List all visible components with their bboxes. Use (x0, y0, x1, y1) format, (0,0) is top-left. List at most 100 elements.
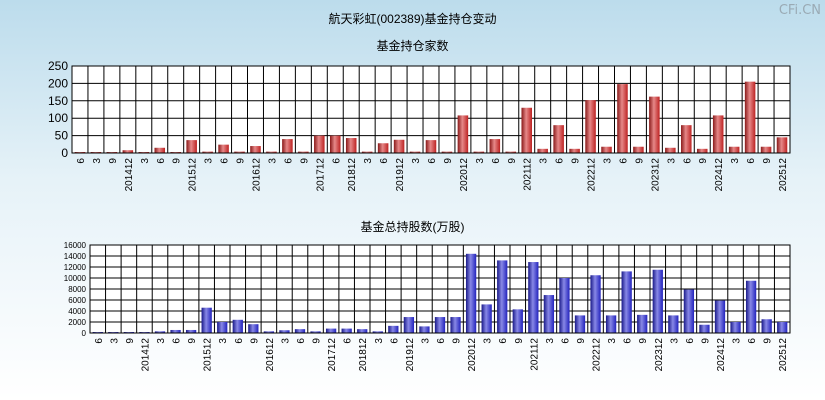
x-tick-label: 3 (218, 338, 229, 344)
x-tick-label: 9 (187, 338, 198, 344)
bar (409, 151, 421, 153)
bar (699, 324, 710, 333)
bar (528, 262, 539, 333)
x-tick-label: 202112 (523, 158, 534, 191)
bar (457, 115, 469, 153)
x-tick-label: 3 (109, 338, 120, 344)
bar (248, 324, 259, 333)
x-tick-label: 6 (331, 158, 342, 164)
plot-border (89, 244, 791, 334)
x-tick-label: 3 (374, 338, 385, 344)
x-tick-label: 3 (607, 338, 618, 344)
bar (745, 280, 757, 333)
x-tick-label: 6 (682, 158, 693, 164)
bar (543, 295, 555, 333)
x-tick-label: 201812 (347, 158, 358, 192)
bar (170, 329, 181, 333)
bar (310, 331, 321, 333)
x-tick-label: 9 (762, 158, 773, 164)
bar (569, 148, 580, 153)
y-tick-label: 50 (55, 129, 69, 143)
x-tick-label: 9 (576, 338, 587, 344)
y-tick-label: 100 (48, 111, 68, 125)
x-tick-label: 202212 (587, 158, 598, 192)
x-tick-label: 9 (514, 338, 525, 344)
x-tick-label: 3 (156, 338, 167, 344)
y-tick-label: 0 (61, 146, 68, 160)
y-tick-label: 6000 (68, 296, 86, 305)
bar (668, 315, 679, 333)
x-tick-label: 202212 (592, 338, 603, 372)
plot-border (71, 65, 791, 154)
x-tick-label: 3 (475, 158, 486, 164)
x-tick-label: 6 (296, 338, 307, 344)
bar (419, 326, 430, 333)
x-tick-label: 201512 (203, 338, 214, 372)
x-tick-label: 3 (280, 338, 291, 344)
bar (497, 260, 508, 333)
bar (434, 317, 446, 333)
x-tick-label: 9 (108, 158, 119, 164)
x-tick-label: 9 (571, 158, 582, 164)
bar (122, 150, 134, 153)
x-tick-label: 9 (634, 158, 645, 164)
bar (294, 329, 306, 333)
x-tick-label: 3 (204, 158, 215, 164)
x-tick-label: 6 (427, 158, 438, 164)
x-tick-label: 6 (172, 338, 183, 344)
x-tick-label: 3 (669, 338, 680, 344)
bar (637, 314, 648, 333)
bar (372, 331, 383, 333)
bar (777, 322, 788, 333)
bar (521, 107, 532, 153)
bar (377, 143, 389, 153)
bar (585, 100, 596, 153)
bar (425, 140, 437, 153)
plot-area (72, 66, 790, 153)
bar (279, 330, 290, 333)
bar (250, 146, 261, 153)
x-tick-label: 202312 (654, 338, 665, 372)
x-tick-label: 3 (483, 338, 494, 344)
x-tick-label: 6 (623, 338, 634, 344)
chart1-title: 基金持仓家数 (376, 39, 449, 53)
bar (232, 319, 243, 333)
bar (450, 317, 461, 333)
bar (154, 147, 166, 153)
x-tick-label: 201912 (405, 338, 416, 372)
bar (361, 151, 373, 153)
bar (234, 151, 245, 153)
bar (683, 289, 695, 333)
x-tick-label: 9 (172, 158, 183, 164)
x-tick-label: 201612 (265, 338, 276, 372)
x-tick-label: 6 (94, 338, 105, 344)
bar (590, 275, 601, 333)
y-tick-label: 4000 (68, 307, 86, 316)
x-tick-label: 9 (443, 158, 454, 164)
x-tick-label: 3 (411, 158, 422, 164)
bar (217, 322, 228, 333)
bar (325, 328, 337, 333)
x-tick-label: 201912 (395, 158, 406, 192)
x-tick-label: 3 (140, 158, 151, 164)
bar (665, 147, 676, 153)
x-tick-label: 6 (555, 158, 566, 164)
main-title: 航天彩虹(002389)基金持仓变动 (328, 12, 497, 26)
bar (403, 317, 415, 333)
x-tick-label: 202312 (650, 158, 661, 192)
x-tick-label: 9 (700, 338, 711, 344)
x-tick-label: 202012 (459, 158, 470, 192)
bar (341, 328, 352, 333)
bar (314, 135, 325, 153)
bar (714, 300, 726, 333)
x-tick-label: 9 (638, 338, 649, 344)
y-tick-label: 2000 (68, 318, 86, 327)
bar (553, 125, 564, 153)
x-tick-label: 3 (363, 158, 374, 164)
x-tick-label: 9 (763, 338, 774, 344)
x-tick-label: 201512 (188, 158, 199, 192)
bar (537, 148, 548, 153)
